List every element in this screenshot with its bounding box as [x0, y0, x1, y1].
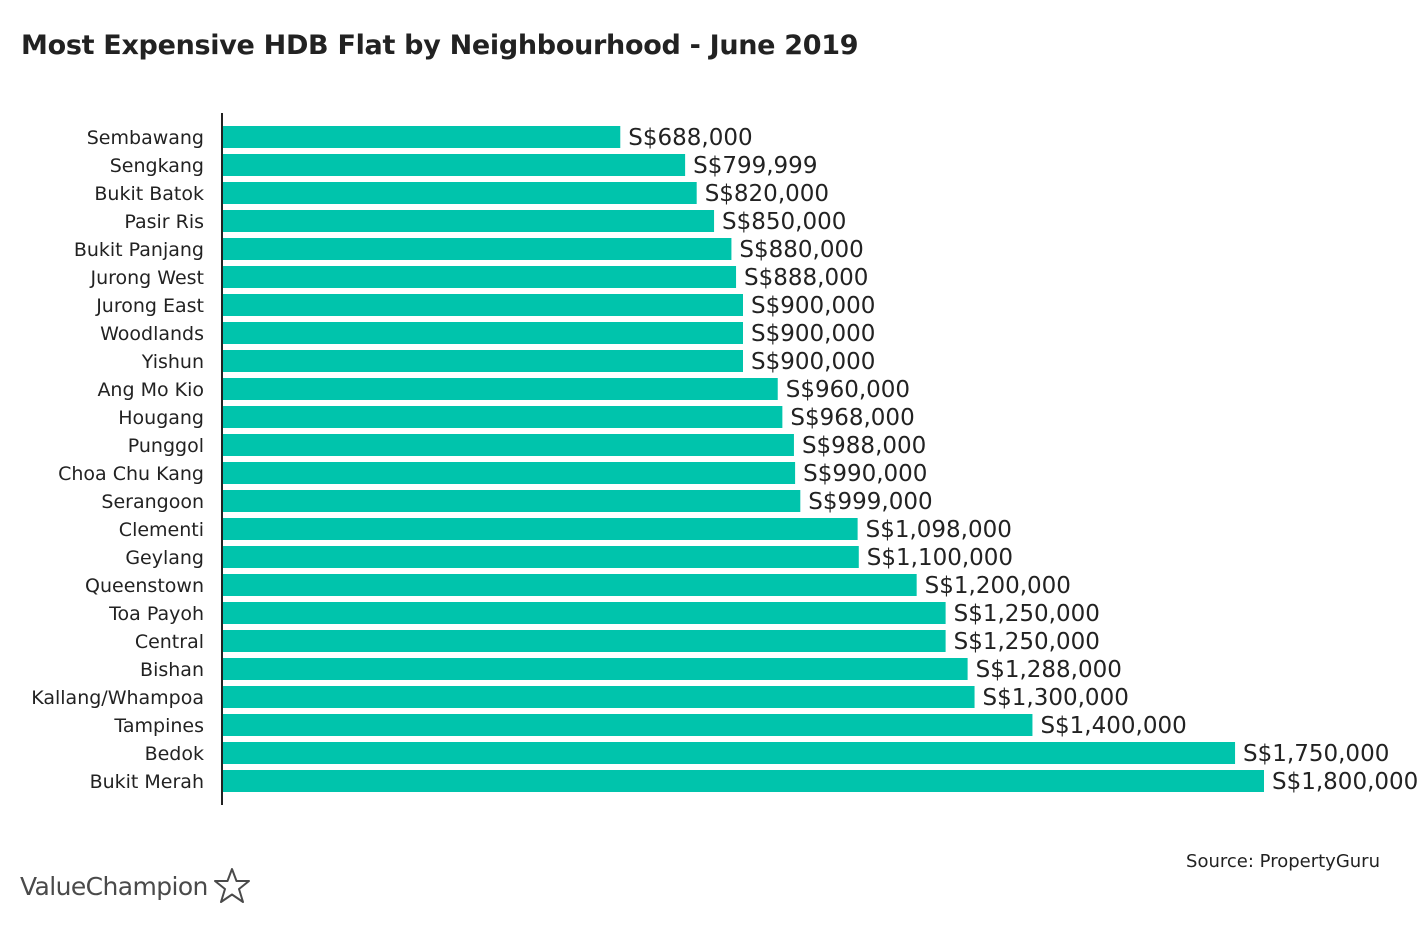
category-label: Bedok	[145, 743, 204, 765]
bar	[222, 602, 946, 624]
value-label: S$968,000	[790, 405, 914, 431]
star-outline-icon	[213, 868, 250, 903]
bar	[222, 266, 737, 288]
category-label: Hougang	[118, 407, 204, 429]
value-label: S$850,000	[722, 209, 846, 235]
category-label: Queenstown	[85, 575, 204, 597]
bar	[222, 658, 968, 680]
value-label: S$1,800,000	[1272, 769, 1418, 795]
value-label: S$900,000	[751, 349, 875, 375]
bar	[222, 434, 794, 456]
category-label: Punggol	[128, 435, 204, 457]
bar	[222, 406, 783, 428]
value-label: S$960,000	[786, 377, 910, 403]
category-label: Sengkang	[110, 155, 204, 177]
value-label: S$990,000	[803, 461, 927, 487]
bar	[222, 714, 1033, 736]
value-label: S$688,000	[628, 125, 752, 151]
chart-title: Most Expensive HDB Flat by Neighbourhood…	[21, 30, 859, 61]
value-label: S$880,000	[739, 237, 863, 263]
bar	[222, 350, 743, 372]
category-label: Choa Chu Kang	[58, 463, 204, 485]
bar	[222, 378, 778, 400]
bar	[222, 322, 743, 344]
value-label: S$1,100,000	[867, 545, 1013, 571]
value-label: S$1,400,000	[1040, 713, 1186, 739]
category-label: Bishan	[140, 659, 204, 681]
category-label: Clementi	[119, 519, 204, 541]
bar	[222, 154, 686, 176]
category-label: Geylang	[125, 547, 204, 569]
category-label: Ang Mo Kio	[97, 379, 204, 401]
value-label: S$820,000	[705, 181, 829, 207]
bar	[222, 574, 917, 596]
value-label: S$1,288,000	[976, 657, 1122, 683]
value-label: S$1,300,000	[983, 685, 1129, 711]
bar	[222, 238, 732, 260]
category-label: Bukit Panjang	[74, 239, 204, 261]
value-label: S$900,000	[751, 293, 875, 319]
category-label: Tampines	[113, 715, 204, 737]
category-label: Jurong East	[95, 295, 204, 317]
category-label: Bukit Batok	[94, 183, 204, 205]
value-label: S$1,750,000	[1243, 741, 1389, 767]
category-label: Serangoon	[101, 491, 204, 513]
bar	[222, 126, 621, 148]
bar	[222, 686, 975, 708]
bar	[222, 490, 801, 512]
value-label: S$999,000	[808, 489, 932, 515]
bars-group: Sembawang S$688,000 Sengkang S$799,999 Bukit…	[31, 125, 1418, 795]
bar	[222, 546, 859, 568]
source-note: Source: PropertyGuru	[1186, 851, 1380, 872]
category-label: Woodlands	[100, 323, 204, 345]
value-label: S$799,999	[693, 153, 817, 179]
bar	[222, 770, 1264, 792]
category-label: Kallang/Whampoa	[31, 687, 204, 709]
category-label: Central	[135, 631, 204, 653]
bar	[222, 630, 946, 652]
brand-logo: ValueChampion	[20, 866, 252, 906]
category-label: Bukit Merah	[90, 771, 204, 793]
category-label: Jurong West	[89, 267, 204, 289]
category-label: Sembawang	[87, 127, 204, 149]
category-label: Pasir Ris	[124, 211, 204, 233]
value-label: S$1,250,000	[954, 629, 1100, 655]
bar	[222, 462, 796, 484]
bar	[222, 742, 1236, 764]
value-label: S$900,000	[751, 321, 875, 347]
bar	[222, 294, 743, 316]
category-label: Yishun	[141, 351, 204, 373]
value-label: S$1,250,000	[954, 601, 1100, 627]
value-label: S$1,098,000	[866, 517, 1012, 543]
value-label: S$888,000	[744, 265, 868, 291]
bar	[222, 210, 715, 232]
brand-name: ValueChampion	[20, 871, 208, 901]
bar	[222, 182, 697, 204]
category-label: Toa Payoh	[108, 603, 204, 625]
value-label: S$1,200,000	[925, 573, 1071, 599]
bar	[222, 518, 858, 540]
value-label: S$988,000	[802, 433, 926, 459]
